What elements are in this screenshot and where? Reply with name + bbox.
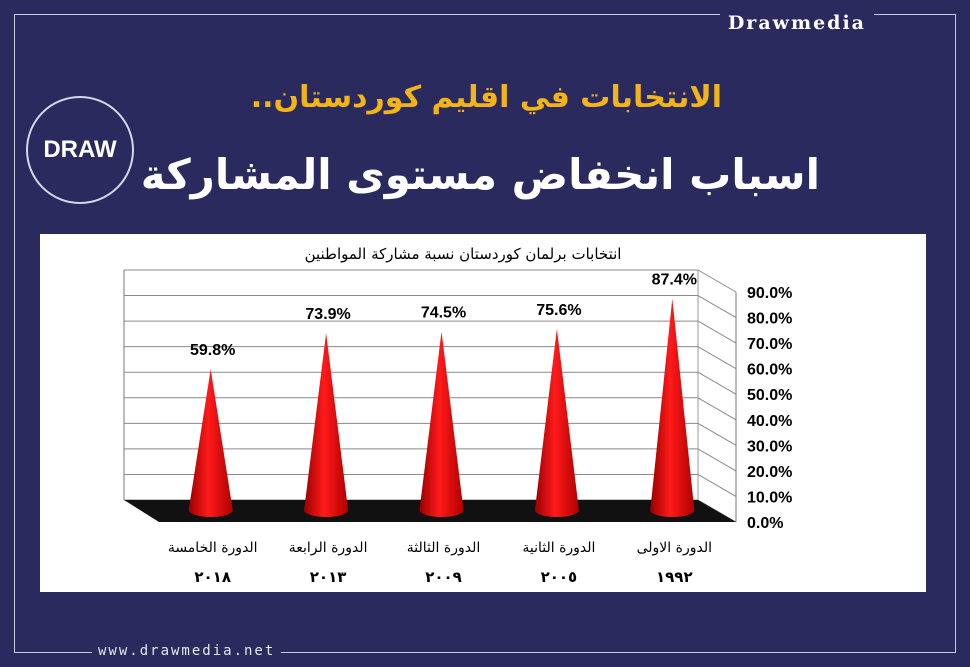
gridline-depth — [697, 448, 737, 472]
y-tick-label: 10.0% — [747, 489, 792, 506]
gridline-depth — [697, 346, 737, 370]
data-label: 87.4% — [652, 272, 697, 289]
page-title: الانتخابات في اقليم كوردستان.. — [250, 80, 722, 115]
y-tick-label: 60.0% — [747, 362, 792, 379]
y-tick-label: 90.0% — [747, 285, 792, 302]
data-label: 73.9% — [305, 306, 350, 323]
year-label: ٢٠١٣ — [310, 568, 347, 586]
x-axis: الدورة الخامسة ٢٠١٨ الدورة الرابعة ٢٠١٣ الدو… — [168, 540, 712, 586]
gridline-depth — [697, 320, 737, 344]
cone-bar — [419, 331, 464, 517]
gridline-depth — [697, 295, 737, 318]
cone-layer — [188, 298, 695, 517]
category-label: الدورة الرابعة — [289, 540, 368, 556]
footer-url: www.drawmedia.net — [92, 643, 282, 659]
gridline-depth — [697, 371, 737, 395]
year-label: ٢٠١٨ — [194, 568, 231, 586]
y-tick-label: 0.0% — [747, 515, 783, 532]
gridline-depth — [697, 474, 737, 497]
data-label: 59.8% — [190, 342, 235, 359]
year-label: ٢٠٠٩ — [425, 568, 462, 586]
category-label: الدورة الاولى — [637, 540, 712, 556]
y-tick-label: 30.0% — [747, 438, 792, 455]
y-tick-label: 70.0% — [747, 336, 792, 353]
cone-bar — [534, 328, 579, 517]
y-tick-label: 50.0% — [747, 387, 792, 404]
year-label: ١٩٩٢ — [656, 568, 693, 586]
y-tick-label: 40.0% — [747, 413, 792, 430]
data-label: 74.5% — [421, 305, 466, 322]
cone-bar — [304, 333, 349, 517]
cone-bar — [650, 298, 695, 517]
category-label: الدورة الخامسة — [168, 540, 258, 556]
category-label: الدورة الثالثة — [407, 540, 480, 556]
chart-panel: انتخابات برلمان كوردستان نسبة مشاركة الم… — [40, 234, 926, 592]
data-label: 75.6% — [536, 302, 581, 319]
gridline-depth — [697, 269, 737, 293]
cone-chart: انتخابات برلمان كوردستان نسبة مشاركة الم… — [123, 245, 792, 586]
outer-frame — [14, 14, 956, 653]
label-layer: 59.8% 73.9% 74.5% 75.6% 87.4% — [190, 272, 697, 360]
page-subtitle: اسباب انخفاض مستوى المشاركة — [140, 150, 820, 199]
year-label: ٢٠٠٥ — [541, 568, 578, 586]
y-tick-label: 80.0% — [747, 311, 792, 328]
y-tick-label: 20.0% — [747, 464, 792, 481]
brand-name: Drawmedia — [719, 12, 874, 34]
gridline-depth — [697, 397, 737, 421]
draw-logo: DRAW — [26, 96, 134, 204]
cone-bar — [188, 369, 233, 517]
chart-title: انتخابات برلمان كوردستان نسبة مشاركة الم… — [305, 245, 622, 263]
logo-text: DRAW — [43, 136, 117, 163]
y-axis: 0.0% 10.0% 20.0% 30.0% 40.0% 50.0% 60.0% 70.0% 8… — [747, 285, 792, 532]
gridline-depth — [697, 422, 737, 446]
category-label: الدورة الثانية — [522, 540, 595, 556]
